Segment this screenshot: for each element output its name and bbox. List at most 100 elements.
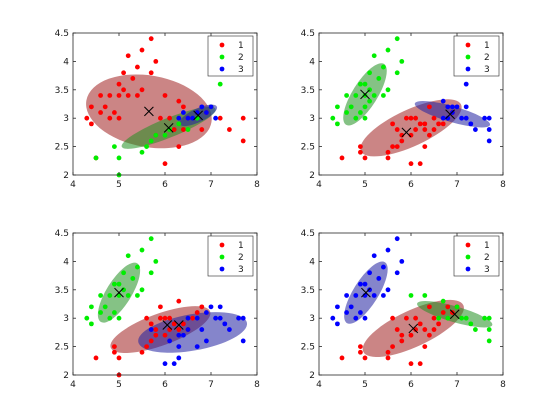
series-3-point	[204, 338, 209, 344]
series-1-point	[199, 127, 205, 132]
series-2-point	[139, 287, 145, 293]
series-3-point	[358, 310, 363, 315]
series-1-point	[394, 127, 400, 132]
series-2-point	[408, 293, 414, 298]
series-1-point	[394, 327, 400, 332]
y-tick-label: 4.5	[301, 29, 315, 39]
series-2-point	[436, 315, 441, 321]
series-1-point	[436, 321, 441, 327]
series-2-point	[482, 315, 487, 321]
series-1-point	[217, 115, 223, 121]
y-tick-label: 2.5	[55, 143, 69, 153]
series-1-point	[171, 127, 177, 132]
series-1-point	[194, 310, 200, 315]
series-2-point	[121, 270, 126, 276]
centroid-marker	[361, 287, 371, 298]
series-2-point	[116, 315, 122, 321]
subplot-bottom-right: 4 5 6 7 8 2 2.5 3 3.5 4 4.5 1 2 3	[301, 229, 506, 390]
y-tick-label: 2	[309, 371, 315, 381]
series-1-point	[227, 127, 232, 132]
series-2-point	[468, 321, 474, 327]
x-tick-label: 5	[116, 180, 122, 190]
legend-label: 1	[238, 41, 244, 51]
series-1-point	[408, 115, 414, 121]
legend-marker	[219, 254, 225, 260]
x-tick-label: 4	[316, 180, 322, 190]
legend-label: 2	[238, 253, 244, 263]
series-3-point	[217, 315, 223, 321]
x-tick-label: 5	[362, 380, 368, 390]
y-tick-label: 3	[309, 114, 315, 124]
series-2-point	[217, 81, 223, 87]
centroid-marker	[401, 127, 412, 138]
y-tick-label: 4	[63, 57, 69, 67]
series-3-point	[353, 315, 359, 321]
series-2-point	[148, 270, 154, 276]
series-1-point	[362, 155, 368, 161]
x-tick-label: 4	[70, 380, 76, 390]
series-2-point	[185, 127, 191, 132]
series-3-point	[381, 293, 386, 298]
series-1-point	[148, 338, 154, 344]
series-1-point	[422, 121, 428, 127]
series-2-point	[348, 104, 354, 110]
series-2-point	[153, 132, 159, 138]
series-2-point	[381, 93, 386, 98]
series-1-point	[98, 110, 103, 115]
series-3-point	[367, 287, 372, 293]
y-tick-label: 3	[63, 114, 69, 124]
x-tick-label: 8	[500, 380, 506, 390]
legend-box	[207, 35, 254, 77]
series-1-point	[153, 332, 159, 338]
legend-box	[453, 35, 500, 77]
series-3-point	[204, 310, 209, 315]
series-2-point	[362, 104, 368, 110]
series-3-point	[486, 115, 492, 121]
series-1-point	[176, 327, 182, 332]
series-3-point	[185, 315, 191, 321]
x-tick-label: 6	[408, 180, 414, 190]
series-2-point	[422, 293, 428, 298]
series-1-point	[385, 349, 391, 355]
series-2-point	[344, 110, 349, 115]
series-1-point	[162, 332, 168, 338]
series-1-point	[112, 110, 117, 115]
series-3-point	[208, 104, 214, 110]
series-1-point	[167, 115, 173, 121]
series-1-point	[413, 115, 418, 121]
series-1-point	[153, 327, 159, 332]
centroid-marker	[173, 320, 184, 330]
subplot-top-right: 4 5 6 7 8 2 2.5 3 3.5 4 4.5 1 2 3	[301, 29, 506, 190]
series-1-point	[139, 47, 145, 53]
legend-marker	[219, 242, 225, 248]
legend-marker	[465, 254, 471, 260]
series-3-point	[176, 344, 182, 349]
series-1-point	[176, 298, 182, 304]
series-1-point	[413, 127, 418, 132]
series-1-point	[158, 315, 163, 321]
legend-marker	[465, 66, 471, 72]
series-3-point	[240, 338, 246, 344]
series-2-point	[353, 93, 359, 98]
series-1-point	[125, 93, 131, 98]
series-1-point	[427, 104, 432, 110]
series-3-point	[208, 304, 214, 310]
legend-marker	[219, 66, 225, 72]
x-tick-label: 8	[254, 380, 260, 390]
series-3-point	[445, 104, 451, 110]
series-3-point	[371, 293, 377, 298]
centroid-marker	[144, 106, 154, 117]
series-3-point	[185, 327, 191, 332]
series-2-point	[116, 155, 122, 161]
series-1-point	[339, 355, 345, 361]
series-3-point	[194, 315, 200, 321]
series-3-point	[176, 115, 182, 121]
series-3-point	[381, 264, 386, 270]
series-1-point	[358, 344, 363, 349]
series-2-point	[445, 315, 451, 321]
series-1-point	[385, 149, 391, 155]
series-1-point	[413, 327, 418, 332]
series-2-point	[362, 115, 368, 121]
series-1-point	[116, 115, 122, 121]
series-2-point	[116, 281, 122, 287]
